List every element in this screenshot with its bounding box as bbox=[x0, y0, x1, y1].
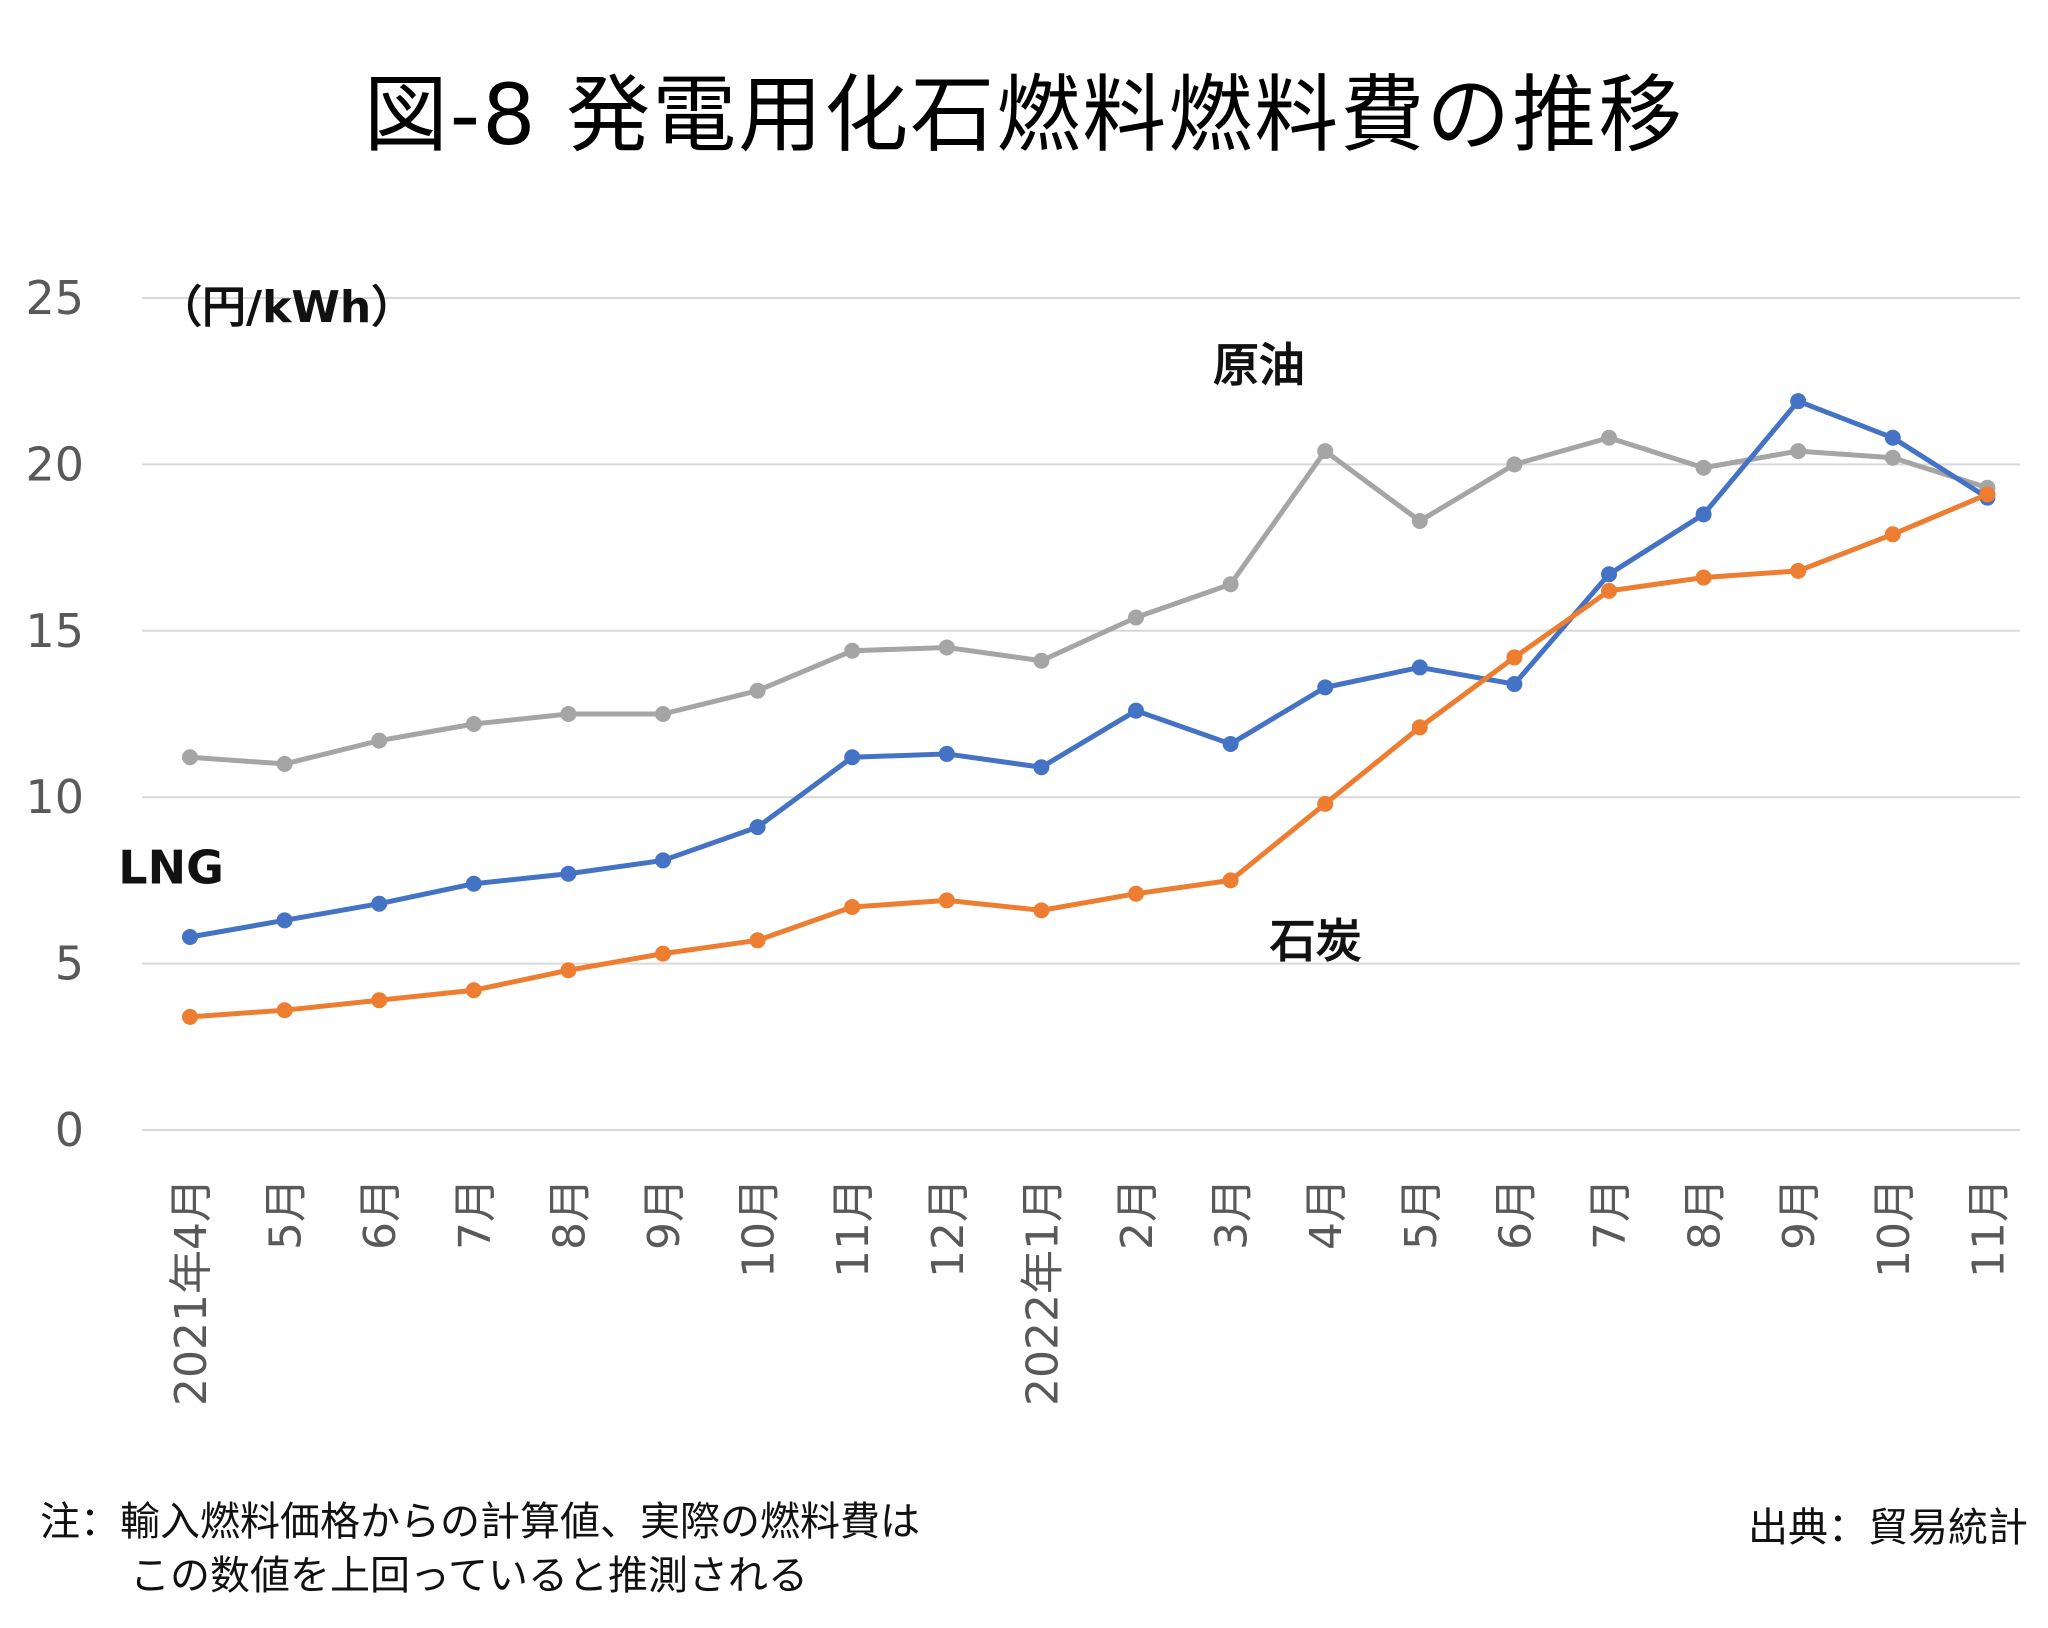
data-point bbox=[1601, 582, 1617, 599]
chart-title: 図-8 発電用化石燃料燃料費の推移 bbox=[363, 66, 1685, 164]
data-point bbox=[1506, 456, 1523, 473]
x-tick-label: 7月 bbox=[1585, 1178, 1636, 1250]
data-point bbox=[749, 819, 766, 836]
x-tick-label: 10月 bbox=[1869, 1178, 1920, 1278]
data-point bbox=[844, 642, 861, 659]
data-point bbox=[938, 745, 955, 762]
x-tick-label: 9月 bbox=[639, 1178, 690, 1250]
data-point bbox=[371, 732, 388, 749]
series-line bbox=[187, 491, 1990, 1020]
x-tick-label: 2021年4月 bbox=[166, 1178, 217, 1406]
data-point bbox=[1411, 659, 1428, 676]
data-point bbox=[1601, 566, 1617, 583]
data-point bbox=[1317, 795, 1334, 812]
data-point bbox=[560, 962, 577, 979]
series-line bbox=[187, 398, 1990, 940]
data-point bbox=[1695, 506, 1712, 523]
data-point bbox=[938, 892, 955, 909]
data-point bbox=[655, 706, 671, 722]
data-point bbox=[1884, 449, 1901, 466]
x-tick-label: 12月 bbox=[923, 1178, 974, 1278]
data-point bbox=[1695, 569, 1712, 586]
series-石炭 bbox=[182, 486, 1996, 1025]
x-tick-label: 6月 bbox=[1490, 1178, 1541, 1250]
data-point bbox=[1411, 719, 1428, 736]
y-tick-label: 5 bbox=[55, 937, 84, 991]
series-label: LNG bbox=[118, 841, 224, 895]
x-tick-label: 8月 bbox=[1680, 1178, 1731, 1250]
data-point bbox=[1506, 649, 1523, 666]
data-point bbox=[276, 1002, 293, 1019]
x-tick-label: 8月 bbox=[544, 1178, 595, 1250]
y-tick-label: 0 bbox=[55, 1103, 84, 1157]
y-tick-label: 10 bbox=[25, 770, 84, 824]
data-point bbox=[1601, 429, 1617, 446]
data-point bbox=[1033, 652, 1050, 669]
x-tick-label: 11月 bbox=[1963, 1178, 2014, 1278]
data-point bbox=[1506, 676, 1523, 693]
data-point bbox=[1222, 576, 1239, 593]
series-line bbox=[187, 435, 1990, 767]
data-point bbox=[465, 982, 482, 999]
data-point bbox=[182, 928, 198, 945]
series-LNG bbox=[182, 393, 1996, 945]
data-point bbox=[1884, 429, 1901, 446]
x-tick-label: 5月 bbox=[261, 1178, 312, 1250]
data-point bbox=[1033, 759, 1050, 776]
data-point bbox=[1790, 393, 1807, 410]
data-point bbox=[276, 912, 293, 929]
data-point bbox=[182, 749, 198, 766]
x-tick-label: 6月 bbox=[355, 1178, 406, 1250]
data-point bbox=[655, 852, 671, 869]
source-label: 出典：貿易統計 bbox=[1748, 1505, 2028, 1551]
data-point bbox=[560, 706, 577, 722]
x-tick-label: 2月 bbox=[1112, 1178, 1163, 1250]
series-label: 石炭 bbox=[1270, 914, 1362, 968]
data-point bbox=[1128, 609, 1144, 626]
data-point bbox=[938, 639, 955, 656]
data-point bbox=[844, 899, 861, 916]
x-tick-label: 9月 bbox=[1774, 1178, 1825, 1250]
data-point bbox=[1128, 702, 1144, 719]
data-point bbox=[749, 682, 766, 699]
note-line-1: 注：輸入燃料価格からの計算値、実際の燃料費は bbox=[40, 1499, 920, 1545]
data-point bbox=[1411, 512, 1428, 529]
x-tick-label: 11月 bbox=[828, 1178, 879, 1278]
data-point bbox=[1317, 679, 1334, 696]
data-point bbox=[276, 755, 293, 772]
data-point bbox=[1979, 486, 1996, 503]
x-tick-label: 10月 bbox=[734, 1178, 785, 1278]
data-point bbox=[371, 992, 388, 1009]
data-point bbox=[749, 932, 766, 949]
note-line-2: この数値を上回っていると推測される bbox=[130, 1553, 808, 1599]
data-point bbox=[1128, 885, 1144, 902]
x-tick-label: 7月 bbox=[450, 1178, 501, 1250]
y-tick-label: 25 bbox=[25, 271, 84, 325]
data-point bbox=[182, 1008, 198, 1025]
x-tick-label: 3月 bbox=[1207, 1178, 1258, 1250]
data-point bbox=[1790, 443, 1807, 460]
data-point bbox=[1884, 526, 1901, 543]
data-point bbox=[465, 875, 482, 892]
data-point bbox=[844, 749, 861, 766]
y-tick-label: 20 bbox=[25, 437, 84, 491]
series-原油 bbox=[182, 429, 1996, 772]
data-point bbox=[1033, 902, 1050, 919]
data-point bbox=[465, 715, 482, 732]
data-point bbox=[1695, 459, 1712, 476]
data-point bbox=[1222, 735, 1239, 752]
data-point bbox=[1317, 443, 1334, 460]
y-unit-label: （円/kWh） bbox=[158, 282, 415, 333]
data-point bbox=[560, 865, 577, 882]
x-tick-label: 5月 bbox=[1396, 1178, 1447, 1250]
x-tick-label: 2022年1月 bbox=[1017, 1178, 1068, 1406]
series-label: 原油 bbox=[1213, 338, 1305, 392]
data-point bbox=[655, 945, 671, 962]
data-point bbox=[1222, 872, 1239, 889]
data-point bbox=[371, 895, 388, 912]
y-tick-label: 15 bbox=[25, 604, 84, 658]
data-point bbox=[1790, 562, 1807, 579]
x-tick-label: 4月 bbox=[1301, 1178, 1352, 1250]
